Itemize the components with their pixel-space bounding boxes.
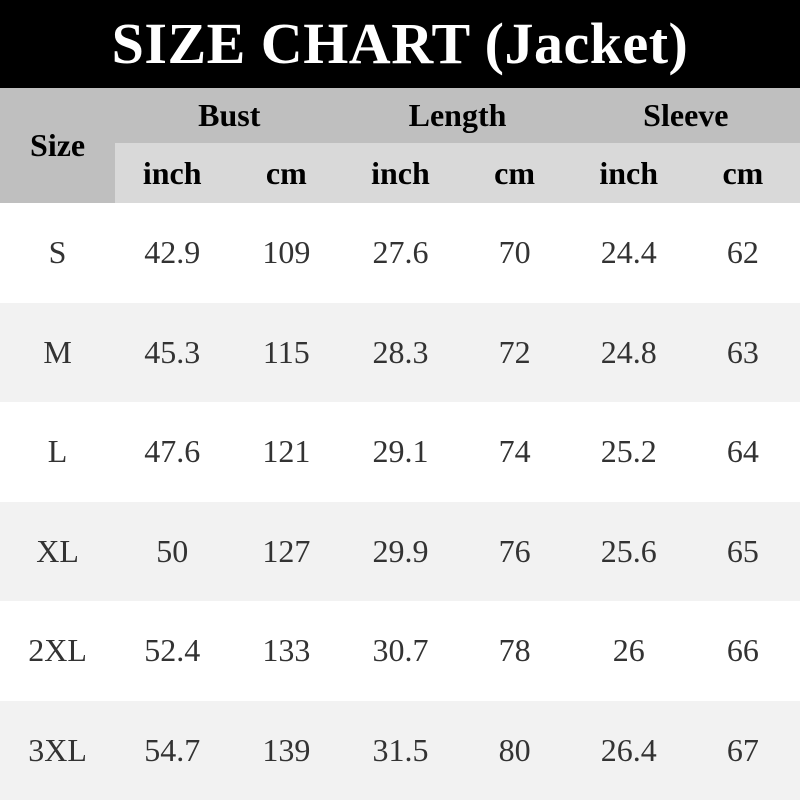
- value-cell: 24.8: [600, 333, 657, 370]
- size-cell: L: [47, 433, 68, 470]
- value-cell: 70: [498, 234, 531, 271]
- size-cell: M: [43, 333, 72, 370]
- value-cell: 31.5: [372, 731, 429, 768]
- size-cell: XL: [36, 532, 79, 569]
- column-group-length: Length: [343, 88, 572, 143]
- value-cell: 54.7: [144, 731, 201, 768]
- value-cell: 65: [726, 532, 759, 569]
- value-cell: 25.6: [600, 532, 657, 569]
- value-cell: 74: [498, 433, 531, 470]
- value-cell: 76: [498, 532, 531, 569]
- value-cell: 29.1: [372, 433, 429, 470]
- value-cell: 47.6: [144, 433, 201, 470]
- table-header: Size Bust Length Sleeve inch cm inch cm …: [0, 88, 800, 203]
- value-cell: 80: [498, 731, 531, 768]
- value-cell: 52.4: [144, 632, 201, 669]
- table-row-3xl: 3XL 54.7 139 31.5 80 26.4 67: [0, 700, 800, 800]
- value-cell: 45.3: [144, 333, 201, 370]
- value-cell: 139: [262, 731, 311, 768]
- value-cell: 78: [498, 632, 531, 669]
- column-group-sleeve: Sleeve: [571, 88, 800, 143]
- table-row-xl: XL 50 127 29.9 76 25.6 65: [0, 501, 800, 601]
- size-cell: 3XL: [28, 731, 87, 768]
- table-row-m: M 45.3 115 28.3 72 24.8 63: [0, 302, 800, 402]
- value-cell: 133: [262, 632, 311, 669]
- size-cell: 2XL: [28, 632, 87, 669]
- value-cell: 30.7: [372, 632, 429, 669]
- value-cell: 66: [726, 632, 759, 669]
- size-cell: S: [48, 234, 67, 271]
- table-row-l: L 47.6 121 29.1 74 25.2 64: [0, 402, 800, 502]
- value-cell: 27.6: [372, 234, 429, 271]
- table-row-s: S 42.9 109 27.6 70 24.4 62: [0, 203, 800, 303]
- table-row-2xl: 2XL 52.4 133 30.7 78 26 66: [0, 601, 800, 701]
- size-chart-title-bar: SIZE CHART (Jacket): [0, 0, 800, 88]
- group-header-row: Size Bust Length Sleeve: [0, 88, 800, 203]
- unit-header-sleeve-inch: inch: [571, 143, 686, 203]
- unit-header-sleeve-cm: cm: [685, 143, 800, 203]
- unit-header-length-inch: inch: [343, 143, 458, 203]
- column-header-size: Size: [0, 88, 116, 203]
- value-cell: 64: [726, 433, 759, 470]
- page-title: SIZE CHART (Jacket): [111, 11, 689, 76]
- value-cell: 29.9: [372, 532, 429, 569]
- table-body: S 42.9 109 27.6 70 24.4 62 M 45.3 115 28…: [0, 203, 800, 800]
- unit-header-bust-inch: inch: [115, 143, 230, 203]
- value-cell: 67: [726, 731, 759, 768]
- unit-header-length-cm: cm: [457, 143, 572, 203]
- value-cell: 121: [262, 433, 311, 470]
- value-cell: 26: [612, 632, 645, 669]
- value-cell: 109: [262, 234, 311, 271]
- value-cell: 127: [262, 532, 311, 569]
- unit-header-bust-cm: cm: [229, 143, 344, 203]
- value-cell: 24.4: [600, 234, 657, 271]
- column-group-bust: Bust: [115, 88, 344, 143]
- value-cell: 115: [262, 333, 310, 370]
- value-cell: 62: [726, 234, 759, 271]
- value-cell: 28.3: [372, 333, 429, 370]
- value-cell: 26.4: [600, 731, 657, 768]
- value-cell: 72: [498, 333, 531, 370]
- value-cell: 25.2: [600, 433, 657, 470]
- value-cell: 42.9: [144, 234, 201, 271]
- size-chart-table: Size Bust Length Sleeve inch cm inch cm …: [0, 88, 800, 800]
- value-cell: 63: [726, 333, 759, 370]
- unit-header-row: inch cm inch cm inch cm: [0, 143, 800, 203]
- value-cell: 50: [156, 532, 189, 569]
